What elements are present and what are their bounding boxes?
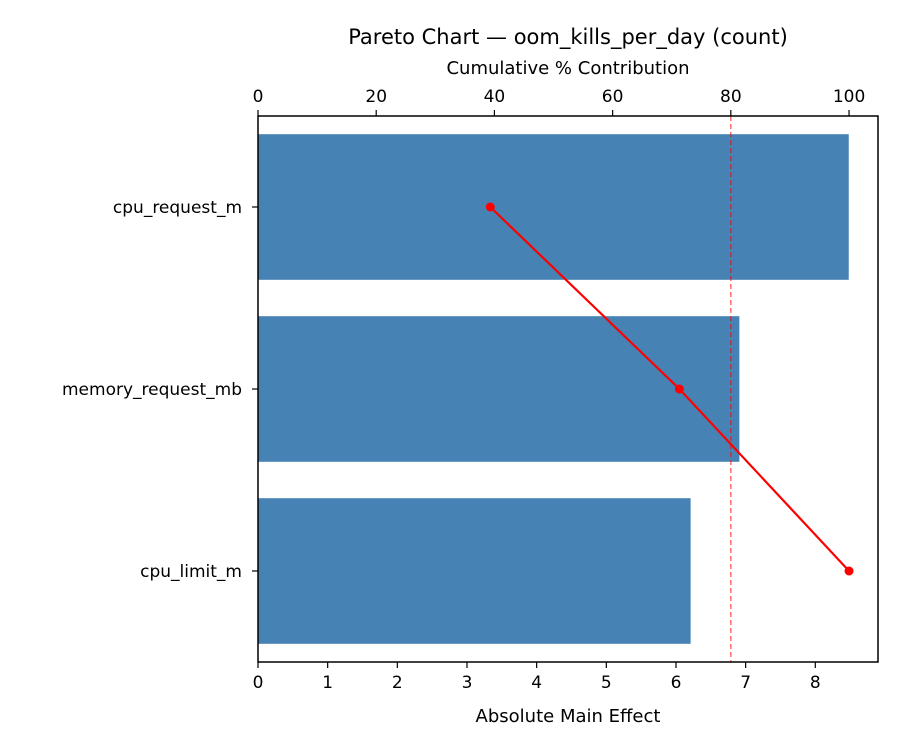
y-axis-ticks: cpu_request_m memory_request_mb cpu_limit_… <box>62 198 258 582</box>
cumulative-point-cpu_request_m <box>485 202 495 212</box>
chart-title: Pareto Chart — oom_kills_per_day (count) <box>348 25 788 50</box>
x-tick-label: 8 <box>810 673 821 693</box>
x-tick-label: 1 <box>322 673 333 693</box>
x-tick-label: 7 <box>740 673 751 693</box>
y-tick-label: cpu_limit_m <box>140 562 242 582</box>
y-tick-label: memory_request_mb <box>62 380 242 400</box>
bar-memory_request_mb <box>258 316 740 462</box>
x-tick-label: 4 <box>531 673 542 693</box>
secondary-axis-ticks: 0 20 40 60 80 100 <box>253 87 865 116</box>
secondary-tick-label: 20 <box>365 87 387 107</box>
x-tick-label: 3 <box>462 673 473 693</box>
x-axis-label: Absolute Main Effect <box>476 706 661 727</box>
cumulative-point-cpu_limit_m <box>844 566 854 576</box>
x-tick-label: 0 <box>253 673 264 693</box>
secondary-tick-label: 60 <box>602 87 624 107</box>
bar-cpu_limit_m <box>258 498 691 644</box>
secondary-axis-label: Cumulative % Contribution <box>446 58 689 79</box>
secondary-tick-label: 0 <box>253 87 264 107</box>
cumulative-line-series <box>485 202 854 576</box>
secondary-tick-label: 100 <box>833 87 865 107</box>
cumulative-point-memory_request_mb <box>674 384 684 394</box>
x-tick-label: 2 <box>392 673 403 693</box>
x-axis-ticks: 0 1 2 3 4 5 6 7 8 <box>253 662 821 693</box>
y-tick-label: cpu_request_m <box>113 198 242 218</box>
secondary-tick-label: 40 <box>484 87 506 107</box>
secondary-tick-label: 80 <box>720 87 742 107</box>
bar-cpu_request_m <box>258 134 849 280</box>
bar-series <box>258 134 849 644</box>
x-tick-label: 5 <box>601 673 612 693</box>
x-tick-label: 6 <box>671 673 682 693</box>
